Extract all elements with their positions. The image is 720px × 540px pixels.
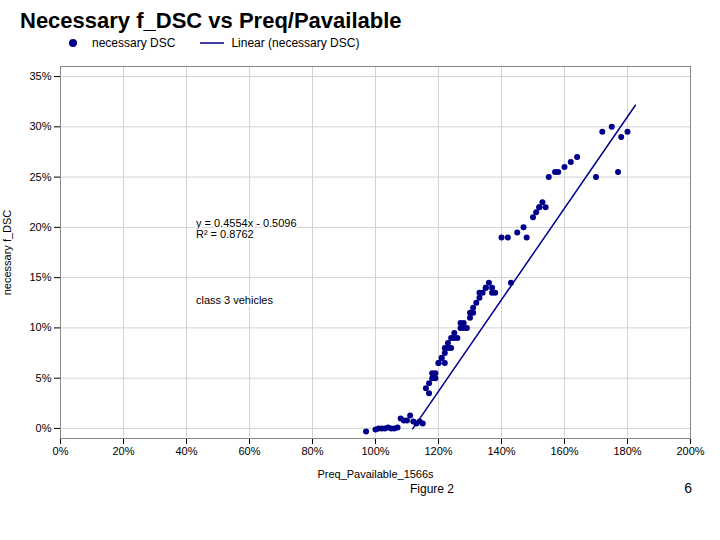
svg-text:140%: 140% — [487, 445, 515, 457]
svg-text:120%: 120% — [424, 445, 452, 457]
svg-text:80%: 80% — [301, 445, 323, 457]
html-text:Necessary f_DSC vs Preq/Pavail: Necessary f_DSC vs Preq/Pavailable — [20, 8, 402, 33]
svg-text:35%: 35% — [29, 70, 51, 82]
svg-text:60%: 60% — [238, 445, 260, 457]
svg-text:necessary f_DSC: necessary f_DSC — [1, 210, 13, 296]
svg-text:30%: 30% — [29, 120, 51, 132]
svg-text:10%: 10% — [29, 321, 51, 333]
svg-text:Preq_Pavailable_1566s: Preq_Pavailable_1566s — [317, 468, 434, 480]
svg-text:0%: 0% — [53, 445, 69, 457]
svg-text:class 3 vehicles: class 3 vehicles — [196, 294, 274, 306]
svg-text:20%: 20% — [112, 445, 134, 457]
svg-text:15%: 15% — [29, 271, 51, 283]
svg-text:40%: 40% — [175, 445, 197, 457]
svg-text:25%: 25% — [29, 171, 51, 183]
svg-text:0%: 0% — [36, 422, 52, 434]
svg-text:160%: 160% — [550, 445, 578, 457]
html-text:6: 6 — [684, 480, 692, 496]
html-text:Linear (necessary DSC): Linear (necessary DSC) — [231, 36, 360, 50]
svg-text:5%: 5% — [36, 372, 52, 384]
svg-text:100%: 100% — [361, 445, 389, 457]
svg-text:180%: 180% — [613, 445, 641, 457]
svg-text:y = 0.4554x - 0.5096R² = 0.876: y = 0.4554x - 0.5096R² = 0.8762 — [196, 217, 297, 240]
svg-text:200%: 200% — [676, 445, 704, 457]
html-text:necessary DSC: necessary DSC — [92, 36, 176, 50]
svg-text:20%: 20% — [29, 221, 51, 233]
html-text:Figure 2: Figure 2 — [410, 482, 454, 496]
